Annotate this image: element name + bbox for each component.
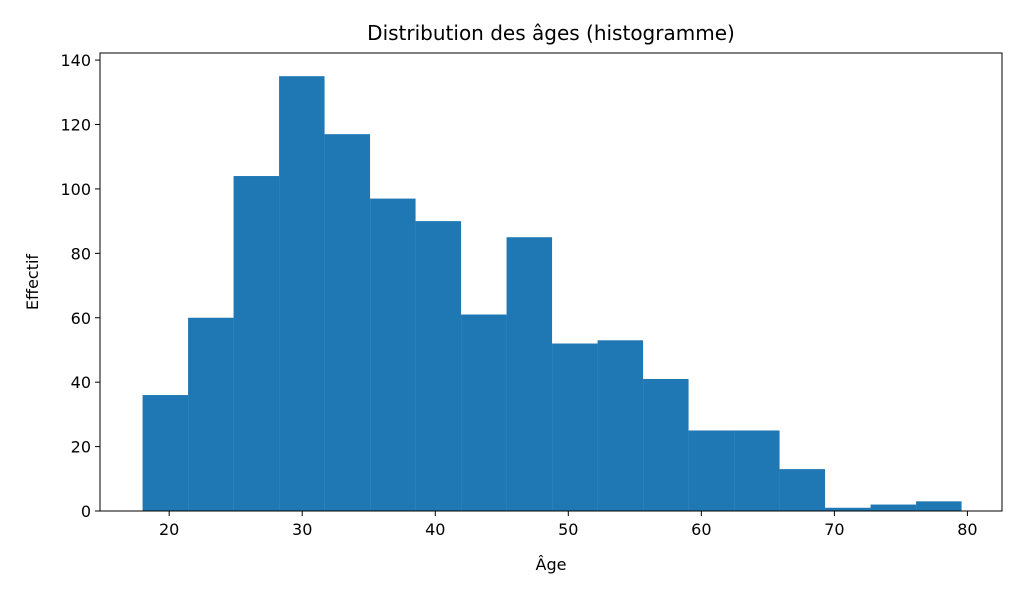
y-tick-label: 120 bbox=[60, 116, 91, 135]
bar bbox=[415, 221, 462, 511]
bar bbox=[506, 237, 553, 512]
bar bbox=[279, 76, 325, 511]
bar bbox=[324, 134, 371, 511]
plot-frame bbox=[99, 52, 1003, 512]
bar bbox=[734, 430, 780, 511]
y-axis-label: Effectif bbox=[23, 254, 42, 310]
bar bbox=[188, 317, 234, 511]
y-tick-label: 140 bbox=[60, 51, 91, 70]
bar bbox=[552, 343, 598, 511]
x-tick-label: 40 bbox=[425, 520, 445, 539]
x-tick-label: 20 bbox=[159, 520, 179, 539]
bar bbox=[688, 430, 735, 511]
x-tick-label: 50 bbox=[558, 520, 578, 539]
y-tick-label: 100 bbox=[60, 180, 91, 199]
bar bbox=[643, 378, 689, 511]
y-tick-label: 60 bbox=[71, 309, 91, 328]
x-tick-label: 30 bbox=[292, 520, 312, 539]
bar bbox=[461, 314, 507, 511]
x-axis-label: Âge bbox=[536, 555, 567, 574]
bar bbox=[825, 507, 871, 511]
x-tick-label: 70 bbox=[824, 520, 844, 539]
bar bbox=[870, 504, 917, 511]
bar bbox=[779, 469, 826, 511]
x-tick-label: 60 bbox=[691, 520, 711, 539]
bar bbox=[233, 176, 280, 511]
bar bbox=[916, 501, 962, 511]
y-tick-label: 40 bbox=[71, 373, 91, 392]
bar bbox=[597, 340, 644, 511]
y-tick-label: 80 bbox=[71, 244, 91, 263]
chart-title: Distribution des âges (histogramme) bbox=[367, 21, 735, 45]
bar bbox=[142, 395, 189, 511]
bar bbox=[370, 198, 416, 511]
y-tick-label: 0 bbox=[81, 502, 91, 521]
y-tick-label: 20 bbox=[71, 438, 91, 457]
x-tick-label: 80 bbox=[957, 520, 977, 539]
